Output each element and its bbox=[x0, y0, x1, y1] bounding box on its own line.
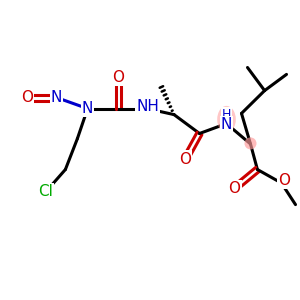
Text: O: O bbox=[112, 70, 124, 85]
Text: NH: NH bbox=[136, 99, 159, 114]
Text: H: H bbox=[222, 108, 231, 121]
Text: N: N bbox=[51, 90, 62, 105]
Text: O: O bbox=[229, 181, 241, 196]
Text: O: O bbox=[278, 173, 290, 188]
Text: O: O bbox=[21, 90, 33, 105]
Text: N: N bbox=[82, 101, 93, 116]
Ellipse shape bbox=[244, 137, 256, 149]
Text: N: N bbox=[221, 117, 232, 132]
Text: Cl: Cl bbox=[38, 184, 53, 200]
Text: O: O bbox=[179, 152, 191, 166]
Ellipse shape bbox=[217, 106, 236, 133]
